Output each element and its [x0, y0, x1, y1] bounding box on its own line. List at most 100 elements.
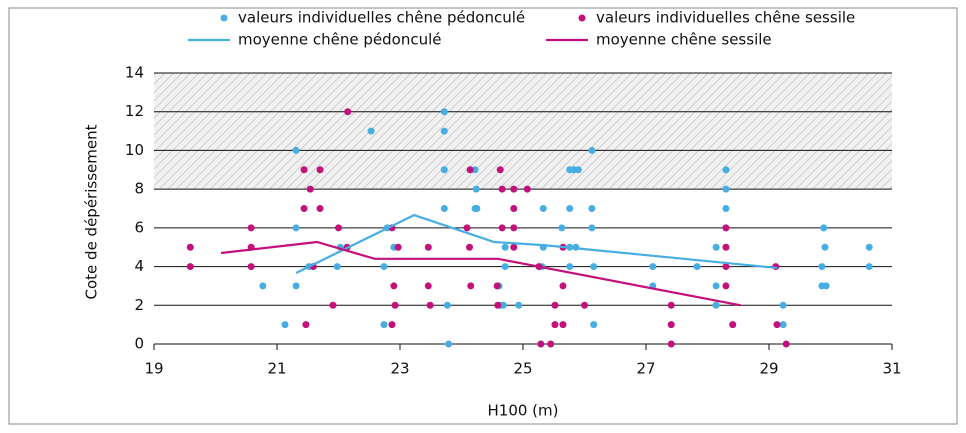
x-tick-label: 29 [759, 360, 778, 378]
point [247, 263, 255, 271]
point [329, 301, 337, 309]
point [558, 224, 566, 232]
legend-marker [578, 14, 586, 22]
point [380, 263, 388, 271]
point [281, 321, 289, 329]
point [472, 185, 480, 193]
y-axis-label: Cote de dépérissement [83, 124, 101, 299]
point [186, 263, 194, 271]
point [510, 224, 518, 232]
legend-label: valeurs individuelles chêne pédonculé [238, 9, 525, 27]
point [712, 282, 720, 290]
point [539, 205, 547, 212]
point [380, 321, 388, 329]
x-tick-label: 19 [144, 360, 163, 378]
point [424, 243, 432, 251]
point [537, 340, 545, 348]
point [649, 263, 657, 271]
point [667, 340, 675, 348]
point [388, 321, 396, 329]
point [588, 146, 596, 154]
point [259, 282, 267, 290]
point [333, 263, 341, 271]
point [471, 166, 479, 174]
point [590, 321, 598, 329]
y-tick-label: 2 [134, 296, 144, 314]
point [693, 263, 701, 271]
point [820, 224, 828, 232]
x-tick-label: 27 [636, 360, 655, 378]
point [390, 282, 398, 290]
point [729, 321, 737, 329]
point [510, 185, 518, 193]
point [722, 224, 730, 232]
point [424, 282, 432, 290]
point [574, 166, 582, 174]
point [722, 166, 730, 174]
point [779, 301, 787, 309]
point [247, 224, 255, 232]
point [588, 224, 596, 232]
x-tick-label: 21 [267, 360, 286, 378]
point [316, 166, 324, 174]
legend-marker [220, 14, 228, 22]
point [445, 340, 453, 348]
point [510, 205, 518, 212]
point [498, 224, 506, 232]
point [292, 282, 300, 290]
point [440, 166, 448, 174]
point [501, 243, 509, 251]
x-axis-label: H100 (m) [488, 402, 559, 420]
point [292, 146, 300, 154]
point [722, 282, 730, 290]
point [510, 243, 518, 251]
point [722, 263, 730, 271]
point [463, 224, 471, 232]
point [466, 166, 474, 174]
hatched-band [154, 73, 892, 190]
point [667, 301, 675, 309]
point [344, 108, 352, 116]
point [588, 205, 596, 212]
point [559, 321, 567, 329]
point [822, 282, 830, 290]
point [499, 301, 507, 309]
point [426, 301, 434, 309]
point [821, 243, 829, 251]
legend-label: valeurs individuelles chêne sessile [596, 9, 855, 27]
point [551, 321, 559, 329]
mean-line [220, 240, 741, 307]
y-tick-label: 4 [134, 257, 144, 275]
point [467, 282, 475, 290]
point [590, 263, 598, 271]
legend-label: moyenne chêne pédonculé [238, 31, 442, 49]
point [498, 185, 506, 193]
point [818, 263, 826, 271]
mean-line [295, 213, 778, 274]
point [559, 282, 567, 290]
frame [8, 7, 958, 425]
point [316, 205, 324, 212]
legend-label: moyenne chêne sessile [596, 31, 772, 49]
point [300, 205, 308, 212]
y-tick-label: 6 [134, 218, 144, 236]
y-tick-label: 12 [125, 102, 144, 120]
x-tick-label: 31 [882, 360, 901, 378]
point [722, 243, 730, 251]
point [473, 205, 481, 212]
point [496, 166, 504, 174]
point [391, 301, 399, 309]
point [443, 301, 451, 309]
point [566, 263, 574, 271]
point [773, 321, 781, 329]
point [440, 205, 448, 212]
point [300, 166, 308, 174]
point [440, 108, 448, 116]
y-tick-label: 10 [125, 141, 144, 159]
point [722, 205, 730, 212]
point [335, 224, 342, 232]
point [186, 243, 194, 251]
point [712, 301, 720, 309]
point [465, 243, 473, 251]
